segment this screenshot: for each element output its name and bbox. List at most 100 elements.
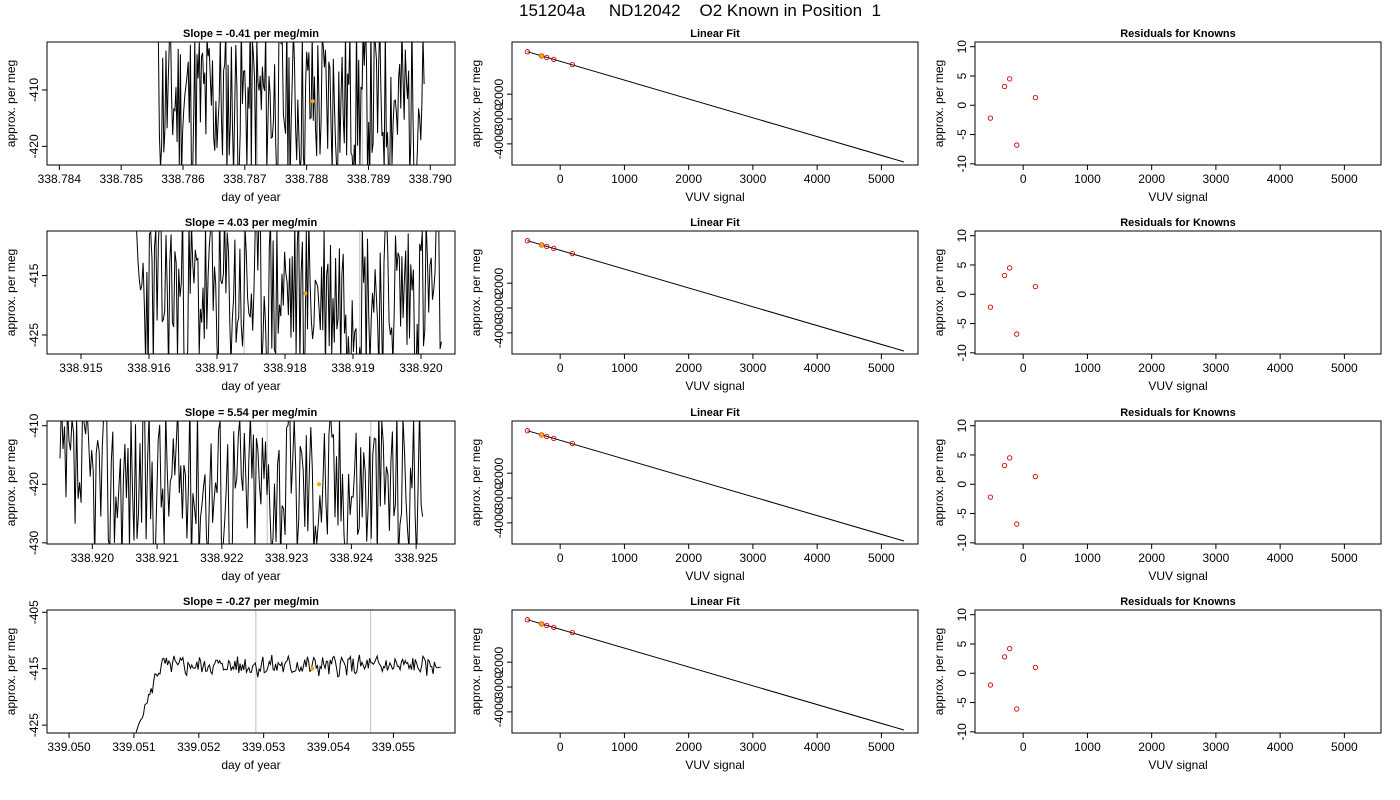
x-tick-label: 338.787 [223,172,267,186]
y-tick-label: 0 [955,102,969,109]
y-tick-label: -425 [27,713,41,737]
fit-line [527,51,905,163]
current-point [539,432,544,438]
x-axis-label: VUV signal [1148,569,1207,583]
x-axis-label: VUV signal [1148,190,1207,204]
x-tick-label: 2000 [1138,172,1165,186]
x-tick-label: 338.786 [161,172,205,186]
plot-frame [46,609,456,734]
x-tick-label: 2000 [1138,361,1165,375]
residual-point [1001,654,1008,660]
residual-point [1001,462,1008,469]
plot-frame [46,230,456,355]
x-tick-label: 2000 [675,740,702,754]
residual-point [1007,455,1013,461]
panel-title: Residuals for Knowns [1120,217,1236,229]
plot-frame [46,41,456,166]
x-axis-label: VUV signal [685,190,744,204]
y-tick-label: -10 [955,534,969,552]
x-tick-label: 0 [1020,172,1027,186]
plot-frame [511,230,919,355]
data-trace [135,654,441,733]
panel-title: Slope = -0.41 per meg/min [183,28,319,40]
panel-1-1: Slope = -0.41 per meg/min 338.784 338.785 3… [4,28,456,204]
x-tick-label: 338.916 [127,361,171,375]
y-axis-label: approx. per meg [469,249,483,336]
x-tick-label: 0 [1020,361,1027,375]
x-tick-label: 0 [1020,740,1027,754]
known-point [551,56,557,63]
x-tick-label: 1000 [1074,551,1101,565]
x-tick-label: 338.784 [38,172,82,186]
plot-area [157,42,425,165]
known-point [569,629,576,636]
y-axis-label: approx. per meg [4,249,18,336]
residual-point [1032,473,1039,480]
mean-marker [303,291,308,296]
residual-point [1007,646,1013,652]
current-point [539,242,544,248]
x-tick-label: 338.785 [99,172,143,186]
x-axis-label: VUV signal [1148,758,1207,772]
x-tick-label: 3000 [1203,172,1230,186]
panel-2-2: Linear Fit 0 1000 2000 3000 4000 5000 -2000-300… [469,217,919,393]
panel-title: Slope = -0.27 per meg/min [183,596,319,608]
panel-2-1: Slope = 4.03 per meg/min 338.915 338.916 33… [4,217,456,393]
x-tick-label: 1000 [611,361,638,375]
x-tick-label: 4000 [1267,361,1294,375]
data-trace [136,231,442,354]
plot-area [136,231,442,354]
residual-point [1032,94,1039,101]
y-axis-label: approx. per meg [932,439,946,526]
y-tick-label: 5 [955,451,969,458]
x-tick-label: 4000 [804,551,831,565]
x-tick-label: 0 [557,361,564,375]
y-tick-label: -5 [955,508,969,519]
x-tick-label: 338.917 [195,361,239,375]
y-tick-label: -10 [955,723,969,741]
y-tick-label: -410 [27,413,41,437]
y-tick-label: -430 [27,531,41,555]
known-point [524,617,531,623]
y-tick-label: -5 [955,697,969,708]
panel-3-1: Slope = 5.54 per meg/min 338.920 338.921 33… [4,407,456,583]
y-axis-label: approx. per meg [469,628,483,715]
x-tick-label: 1000 [1074,740,1101,754]
x-tick-label: 338.921 [135,551,179,565]
x-tick-label: 0 [557,551,564,565]
x-tick-label: 338.789 [347,172,391,186]
panel-3-2: Linear Fit 0 1000 2000 3000 4000 5000 -2000-300… [469,407,919,583]
residual-point [987,494,994,500]
panel-title: Linear Fit [690,407,740,419]
fit-line [527,240,905,352]
y-axis-label: approx. per meg [4,60,18,147]
y-tick-label: 10 [955,608,969,622]
y-tick-label: -2000 [492,647,506,678]
page-title: 151204a ND12042 O2 Known in Position 1 [519,1,881,20]
y-tick-label: 0 [955,670,969,677]
panel-title: Slope = 5.54 per meg/min [185,407,318,419]
known-point [544,243,550,250]
y-tick-label: -10 [955,344,969,362]
plot-area [524,238,905,352]
x-tick-label: 3000 [740,551,767,565]
y-tick-label: 0 [955,291,969,298]
plot-frame [511,609,919,734]
residual-point [1001,272,1008,279]
y-axis-label: approx. per meg [4,439,18,526]
residual-point [1032,664,1039,671]
plot-area [524,617,905,731]
known-point [538,621,545,627]
x-tick-label: 339.052 [177,740,221,754]
panel-4-2: Linear Fit 0 1000 2000 3000 4000 5000 -2000-300… [469,596,919,772]
x-tick-label: 2000 [675,551,702,565]
x-tick-label: 338.922 [200,551,244,565]
plot-area [987,76,1039,148]
x-tick-label: 339.051 [112,740,156,754]
y-tick-label: -4000 [492,317,506,348]
x-tick-label: 5000 [868,172,895,186]
known-point [544,54,550,61]
x-axis-label: day of year [221,190,280,204]
known-point [551,245,557,252]
panel-title: Residuals for Knowns [1120,596,1236,608]
